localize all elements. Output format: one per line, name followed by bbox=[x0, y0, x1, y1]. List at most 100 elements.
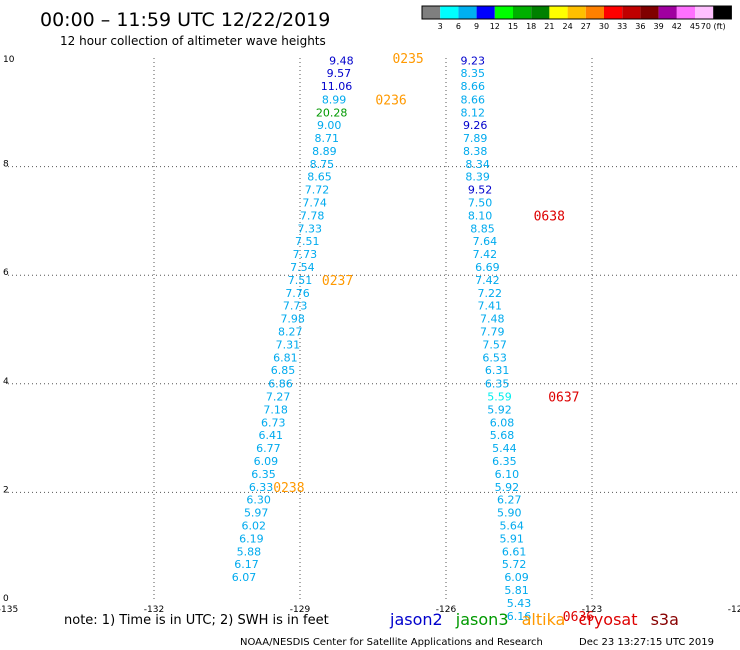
wave-height-point: 5.92 bbox=[495, 481, 520, 494]
wave-height-point: 7.54 bbox=[290, 261, 315, 274]
wave-height-point: 6.33 bbox=[249, 481, 274, 494]
wave-height-point: 6.07 bbox=[232, 571, 257, 584]
footnote: note: 1) Time is in UTC; 2) SWH is in fe… bbox=[64, 613, 329, 628]
x-tick-label: -120 bbox=[728, 605, 740, 615]
wave-height-point: 6.69 bbox=[475, 261, 500, 274]
colorbar-swatch bbox=[585, 6, 604, 19]
colorbar-label: 27 bbox=[581, 22, 591, 31]
wave-height-point: 20.28 bbox=[316, 106, 348, 119]
wave-height-point: 7.27 bbox=[266, 390, 291, 403]
wave-height-point: 7.89 bbox=[463, 132, 488, 145]
colorbar-swatch bbox=[604, 6, 623, 19]
wave-height-point: 9.00 bbox=[317, 119, 342, 132]
x-tick-label: -135 bbox=[0, 605, 18, 615]
wave-height-point: 5.92 bbox=[487, 403, 512, 416]
wave-height-point: 5.72 bbox=[502, 558, 527, 571]
colorbar-swatch bbox=[476, 6, 495, 19]
colorbar-swatch bbox=[713, 6, 732, 19]
y-tick-label: 10 bbox=[3, 55, 15, 65]
pass-time-label: 0238 bbox=[273, 481, 304, 496]
colorbar-label: 9 bbox=[474, 22, 479, 31]
wave-height-point: 7.73 bbox=[293, 248, 318, 261]
render-timestamp: Dec 23 13:27:15 UTC 2019 bbox=[579, 637, 714, 648]
wave-height-point: 8.66 bbox=[461, 80, 486, 93]
grid bbox=[8, 58, 738, 601]
wave-height-point: 6.35 bbox=[492, 455, 517, 468]
wave-height-point: 7.33 bbox=[297, 223, 322, 236]
y-tick-label: 6 bbox=[3, 268, 9, 278]
wave-height-point: 7.73 bbox=[283, 300, 308, 313]
wave-height-point: 7.74 bbox=[302, 196, 327, 209]
wave-height-point: 8.65 bbox=[307, 170, 332, 183]
wave-height-point: 6.35 bbox=[251, 468, 276, 481]
colorbar-swatch bbox=[513, 6, 532, 19]
legend-jason2: jason2 bbox=[389, 610, 443, 629]
wave-height-point: 5.97 bbox=[244, 506, 269, 519]
wave-height-point: 5.91 bbox=[499, 533, 524, 546]
wave-height-point: 5.64 bbox=[499, 520, 524, 533]
wave-height-point: 6.02 bbox=[242, 520, 267, 533]
wave-height-point: 7.50 bbox=[468, 196, 493, 209]
wave-height-point: 6.41 bbox=[259, 429, 284, 442]
wave-height-point: 9.48 bbox=[329, 55, 354, 68]
time-labels: 0235 0236 0237 0238 0638 0637 0636 bbox=[273, 52, 594, 625]
wave-height-point: 8.71 bbox=[315, 132, 340, 145]
colorbar-frame bbox=[421, 5, 732, 20]
wave-height-point: 6.81 bbox=[273, 352, 298, 365]
wave-height-point: 8.12 bbox=[461, 106, 486, 119]
x-tick-label: -123 bbox=[582, 605, 602, 615]
wave-height-point: 7.57 bbox=[482, 339, 507, 352]
y-tick-label: 8 bbox=[3, 160, 9, 170]
wave-height-point: 7.64 bbox=[473, 235, 498, 248]
wave-height-point: 5.44 bbox=[492, 442, 517, 455]
pass-time-label: 0237 bbox=[322, 274, 353, 289]
colorbar-label: 6 bbox=[456, 22, 461, 31]
wave-height-point: 6.09 bbox=[504, 571, 529, 584]
colorbar-swatch bbox=[458, 6, 477, 19]
wave-height-point: 7.51 bbox=[288, 274, 313, 287]
wave-height-point: 5.88 bbox=[237, 546, 262, 559]
wave-height-point: 6.73 bbox=[261, 416, 286, 429]
colorbar-label: 12 bbox=[490, 22, 500, 31]
wave-height-point: 6.08 bbox=[490, 416, 515, 429]
wave-height-point: 7.78 bbox=[300, 209, 325, 222]
wave-height-point: 8.35 bbox=[461, 67, 486, 80]
legend-cryosat: cryosat bbox=[578, 610, 637, 629]
wave-height-point: 7.42 bbox=[473, 248, 498, 261]
wave-height-point: 8.85 bbox=[470, 223, 495, 236]
legend-s3a: s3a bbox=[651, 610, 679, 629]
colorbar-label: 70 (ft) bbox=[701, 22, 726, 31]
x-tick-label: -126 bbox=[436, 605, 457, 615]
wave-height-point: 7.48 bbox=[480, 313, 505, 326]
colorbar-swatch bbox=[440, 6, 459, 19]
wave-height-point: 8.66 bbox=[461, 93, 486, 106]
colorbar-label: 18 bbox=[526, 22, 536, 31]
wave-height-point: 9.26 bbox=[463, 119, 488, 132]
wave-height-point: 8.10 bbox=[468, 209, 493, 222]
colorbar-label: 42 bbox=[672, 22, 682, 31]
satellite-legend: jason2 jason3 altika cryosat s3a bbox=[389, 610, 679, 629]
colorbar-swatch bbox=[567, 6, 586, 19]
y-tick-label: 0 bbox=[3, 594, 9, 604]
wave-height-point: 7.22 bbox=[478, 287, 503, 300]
y-tick-label: 2 bbox=[3, 485, 9, 495]
colorbar-swatch bbox=[658, 6, 677, 19]
wave-height-point: 7.41 bbox=[478, 300, 503, 313]
pass-time-label: 0636 bbox=[563, 610, 594, 625]
colorbar-swatch bbox=[695, 6, 714, 19]
pass-time-label: 0235 bbox=[392, 52, 423, 67]
colorbar-label: 39 bbox=[654, 22, 664, 31]
wave-height-point: 6.30 bbox=[246, 493, 271, 506]
chart-subtitle: 12 hour collection of altimeter wave hei… bbox=[60, 34, 326, 48]
wave-height-point: 6.86 bbox=[268, 377, 293, 390]
wave-height-point: 7.98 bbox=[280, 313, 305, 326]
colorbar-label: 30 bbox=[599, 22, 609, 31]
wave-height-point: 6.10 bbox=[495, 468, 520, 481]
wave-height-point: 7.72 bbox=[305, 183, 330, 196]
wave-height-point: 7.31 bbox=[276, 339, 301, 352]
credit-line: NOAA/NESDIS Center for Satellite Applica… bbox=[240, 637, 543, 648]
colorbar-label: 3 bbox=[438, 22, 443, 31]
wave-height-point: 7.42 bbox=[475, 274, 500, 287]
colorbar-label: 21 bbox=[544, 22, 554, 31]
wave-height-point: 8.39 bbox=[465, 170, 490, 183]
